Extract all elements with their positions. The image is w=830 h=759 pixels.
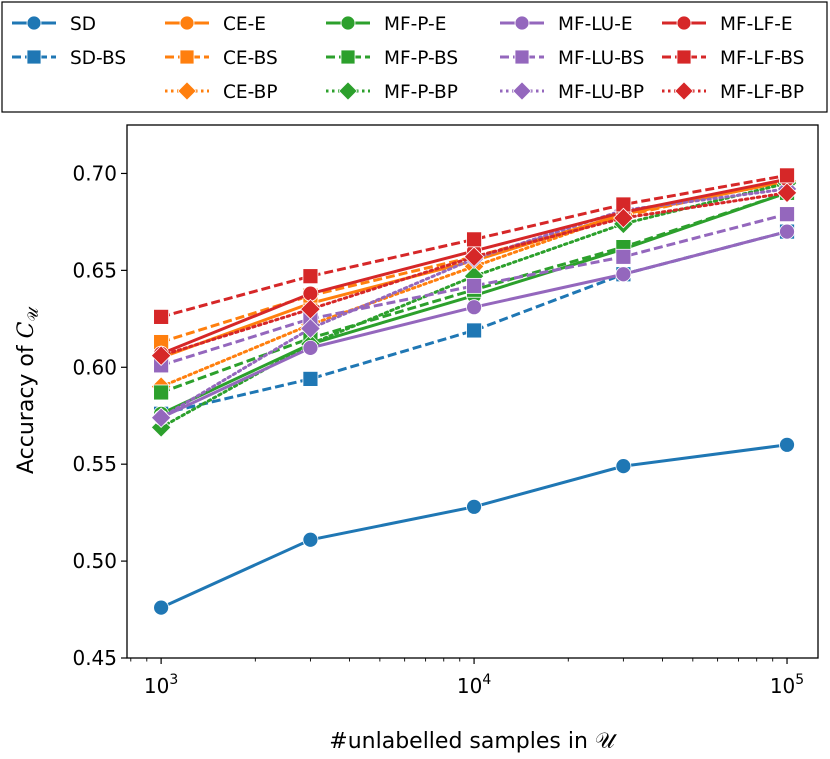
legend-marker <box>340 49 356 65</box>
axes: 0.45 0.50 0.55 0.60 0.65 0.70 103 104 105 <box>72 161 804 698</box>
legend-marker <box>514 15 530 31</box>
legend-marker <box>177 81 197 101</box>
x-tick-label: 104 <box>457 672 491 698</box>
legend-label: MF-LU-BS <box>558 48 644 69</box>
y-tick-label: 0.55 <box>72 452 117 476</box>
legend-item-ce-bp: CE-BP <box>165 81 277 103</box>
legend-label: CE-BS <box>223 48 278 69</box>
data-point <box>153 599 170 616</box>
legend-item-mf-lf-e: MF-LF-E <box>662 14 793 35</box>
legend-label: MF-LF-BP <box>720 82 804 103</box>
data-point <box>302 339 319 356</box>
legend-label: MF-P-E <box>384 14 446 35</box>
data-point <box>466 299 482 316</box>
legend-item-mf-lu-e: MF-LU-E <box>500 14 633 35</box>
series-mf-lf-bp <box>150 182 798 366</box>
y-tick-label: 0.50 <box>72 549 117 573</box>
axes-frame <box>126 124 819 659</box>
series-line <box>160 443 788 609</box>
y-axis-label-subscript: 𝒰 <box>24 306 42 322</box>
data-point <box>466 231 482 248</box>
data-point <box>302 371 319 387</box>
legend-marker <box>338 81 358 101</box>
data-point <box>779 167 795 184</box>
data-point <box>150 407 172 428</box>
legend-item-mf-p-bs: MF-P-BS <box>326 48 458 69</box>
legend-marker <box>26 49 42 65</box>
data-point <box>779 206 795 223</box>
series-mf-lf-bs <box>153 167 795 325</box>
legend-marker <box>676 15 692 31</box>
legend-item-mf-lf-bp: MF-LF-BP <box>662 81 804 103</box>
legend-label: CE-E <box>223 14 266 35</box>
legend-label: CE-BP <box>223 82 277 103</box>
data-point <box>302 268 319 285</box>
y-axis-label: Accuracy of C𝒰 <box>14 306 42 474</box>
legend-marker <box>26 15 42 31</box>
data-point <box>615 248 632 265</box>
y-axis-label-symbol: C <box>14 321 39 338</box>
legend-label: SD-BS <box>70 48 126 69</box>
series-mf-lu-e <box>153 223 795 426</box>
data-point <box>779 223 795 240</box>
y-axis-label-prefix: Accuracy of <box>14 338 39 474</box>
legend-item-ce-e: CE-E <box>165 14 266 35</box>
legend-label: MF-P-BS <box>384 48 458 69</box>
data-point <box>466 498 482 515</box>
data-point <box>153 308 170 325</box>
legend-item-mf-p-bp: MF-P-BP <box>326 81 458 103</box>
data-point <box>615 458 632 475</box>
data-point <box>150 345 172 366</box>
legend-item-mf-lu-bs: MF-LU-BS <box>500 48 644 69</box>
legend-item-ce-bs: CE-BS <box>165 48 278 69</box>
legend-label: SD <box>70 14 96 35</box>
data-point <box>466 322 482 339</box>
plot-area <box>150 167 798 616</box>
y-tick-label: 0.60 <box>72 355 117 379</box>
series-line <box>159 191 789 358</box>
legend-item-mf-p-e: MF-P-E <box>326 14 446 35</box>
data-point <box>779 436 795 453</box>
legend-label: MF-LU-BP <box>558 82 644 103</box>
series-line <box>160 212 788 367</box>
legend-item-sd: SD <box>12 14 96 35</box>
series-sd <box>153 436 795 616</box>
x-tick-label: 105 <box>770 672 804 698</box>
x-tick-label: 103 <box>144 672 178 698</box>
legend-marker <box>340 15 356 31</box>
y-tick-label: 0.45 <box>72 646 117 670</box>
data-point <box>776 182 798 204</box>
legend-label: MF-LU-E <box>558 14 633 35</box>
data-point <box>615 266 632 283</box>
data-point <box>613 207 634 229</box>
legend-marker <box>514 49 530 65</box>
legend-marker <box>179 15 195 31</box>
data-point <box>466 277 482 294</box>
legend-marker <box>676 49 692 65</box>
y-tick-label: 0.65 <box>72 258 117 282</box>
y-tick-label: 0.70 <box>72 161 117 185</box>
legend-label: MF-LF-BS <box>720 48 804 69</box>
legend-marker <box>179 49 195 65</box>
legend-item-mf-lf-bs: MF-LF-BS <box>662 48 804 69</box>
data-point <box>300 298 321 320</box>
legend: SD SD-BS CE-E CE-BS CE-BP MF-P-E MF-P-BS MF-P-B… <box>12 14 804 103</box>
legend-marker <box>674 81 694 101</box>
data-point <box>463 246 485 268</box>
legend-item-sd-bs: SD-BS <box>12 48 126 69</box>
legend-label: MF-P-BP <box>384 82 458 103</box>
legend-label: MF-LF-E <box>720 14 793 35</box>
data-point <box>153 384 170 401</box>
data-point <box>302 531 319 548</box>
x-axis-label: #unlabelled samples in 𝒰 <box>329 729 618 754</box>
legend-item-mf-lu-bp: MF-LU-BP <box>500 81 644 103</box>
legend-marker <box>512 81 532 101</box>
data-point <box>300 318 321 339</box>
